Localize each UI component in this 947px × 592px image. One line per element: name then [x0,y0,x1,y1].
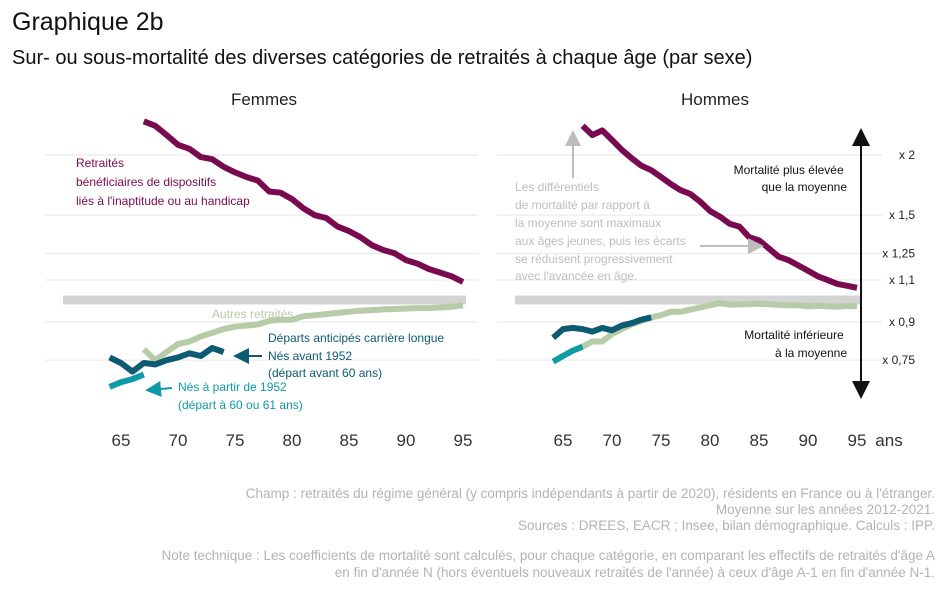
label-handicap-line1: Retraités [76,156,124,170]
note-differentiels-line1: Les différentiels [515,180,599,194]
label-avant1952-line2: (départ avant 60 ans) [268,366,382,380]
label-apres1952-line1: Nés à partir de 1952 [178,380,287,394]
x-tick-label: 95 [848,431,867,450]
series-line-avant1952-0 [108,345,225,375]
x-tick-label: 90 [397,431,416,450]
label-inferieure-line2: à la moyenne [775,346,847,360]
x-tick-label: 70 [169,431,188,450]
x-tick-label: 75 [652,431,671,450]
chart-title: Graphique 2b [12,8,164,36]
note-differentiels: Les différentiels de mortalité par rappo… [515,180,689,283]
label-handicap-line2: bénéficiaires de dispositifs [76,175,216,189]
note-differentiels-line3: la moyenne sont maximaux [515,216,661,230]
note-differentiels-line4: aux âges jeunes, puis les écarts [515,234,686,248]
label-apres1952: Nés à partir de 1952 (départ à 60 ou 61 … [178,380,303,412]
note-differentiels-line2: de mortalité par rapport à [515,198,650,212]
x-axis-ticks: 65 70 75 80 85 90 95 65 70 75 80 85 90 95 [112,431,867,450]
note-champ: Champ : retraités du régime général (y c… [246,486,935,501]
series-line-autres-0 [141,302,464,364]
label-carriere-longue: Départs anticipés carrière longue Nés av… [268,331,447,380]
series-line-handicap-1 [580,123,858,291]
chart-subtitle: Sur- ou sous-mortalité des diverses caté… [12,47,752,69]
y-tick-label: x 0,9 [889,315,915,329]
label-inferieure-line1: Mortalité inférieure [744,328,844,342]
y-tick-label: x 1,5 [889,208,915,222]
label-avant1952-line1: Nés avant 1952 [268,349,352,363]
label-plus-elevee-line1: Mortalité plus élevée [734,163,844,177]
label-apres1952-line2: (départ à 60 ou 61 ans) [178,398,303,412]
label-autres-retraites: Autres retraités [212,307,293,321]
note-technique-1: Note technique : Les coefficients de mor… [161,548,935,563]
note-periode: Moyenne sur les années 2012-2021. [716,502,935,517]
y-tick-label: x 1,25 [882,246,915,260]
x-tick-label: 70 [603,431,622,450]
note-technique-2: en fin d'année N (hors éventuels nouveau… [335,565,935,580]
series-line-apres1952-0 [108,371,145,390]
x-axis-unit: ans [875,431,902,450]
panel-title-hommes: Hommes [681,90,749,109]
y-tick-label: x 0,75 [882,353,915,367]
label-mortalite-plus-elevee: Mortalité plus élevée que la moyenne [734,163,848,194]
label-plus-elevee-line2: que la moyenne [762,180,848,194]
x-tick-label: 85 [340,431,359,450]
note-differentiels-line5: se réduisent progressivement [515,252,673,266]
y-tick-label: x 1,1 [889,273,915,287]
x-tick-label: 80 [283,431,302,450]
x-tick-label: 65 [554,431,573,450]
arrow-apres1952 [145,380,173,397]
x-tick-label: 95 [454,431,473,450]
panel-title-femmes: Femmes [231,90,297,109]
series-line-apres1952-1 [551,343,584,365]
note-sources: Sources : DREES, EACR ; Insee, bilan dém… [518,518,935,533]
label-carriere-longue-line: Départs anticipés carrière longue [268,331,444,345]
note-differentiels-line6: avec l'avancée en âge. [515,269,637,283]
x-tick-label: 65 [112,431,131,450]
x-tick-label: 80 [701,431,720,450]
y-tick-label: x 2 [899,148,915,162]
series-line-avant1952-1 [551,314,652,340]
label-mortalite-inferieure: Mortalité inférieure à la moyenne [744,328,847,360]
series-lines [108,118,858,390]
label-handicap-line3: liés à l'inaptitude ou au handicap [76,194,250,208]
x-tick-label: 85 [750,431,769,450]
series-line-handicap-0 [142,118,465,285]
y-axis-ticks: x 2 x 1,5 x 1,25 x 1,1 x 0,9 x 0,75 [882,148,915,367]
label-handicap: Retraités bénéficiaires de dispositifs l… [76,156,250,208]
x-tick-label: 75 [226,431,245,450]
x-tick-label: 90 [799,431,818,450]
